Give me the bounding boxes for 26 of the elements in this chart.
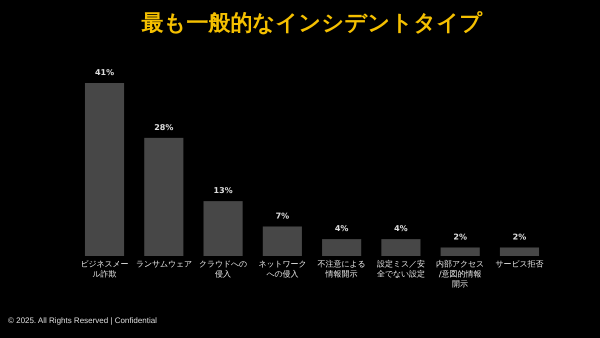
data-label: 7% bbox=[276, 211, 290, 220]
data-label: 41% bbox=[94, 68, 114, 77]
bar bbox=[500, 248, 540, 256]
bar bbox=[440, 248, 480, 256]
bar bbox=[144, 138, 184, 256]
bar bbox=[204, 201, 243, 256]
x-tick-label: ビジネスメール詐欺 bbox=[80, 260, 129, 278]
x-tick-label: 不注意による情報開示 bbox=[318, 260, 366, 278]
bar bbox=[84, 83, 124, 256]
bar bbox=[381, 239, 420, 256]
data-label: 2% bbox=[512, 232, 526, 242]
data-label: 4% bbox=[394, 224, 408, 234]
bar bbox=[322, 239, 362, 256]
data-label: 13% bbox=[214, 186, 233, 196]
data-label: 4% bbox=[334, 224, 348, 234]
bar bbox=[262, 226, 302, 256]
chart-title: 最も一般的なインシデントタイプ bbox=[140, 11, 482, 36]
x-tick-label: サービス拒否 bbox=[495, 260, 544, 268]
data-label: 2% bbox=[453, 232, 467, 242]
x-tick-label: ランサムウェア bbox=[136, 260, 192, 268]
x-tick-label: クラウドへの侵入 bbox=[199, 260, 248, 278]
x-tick-label: 内部アクセス/意図的情報開示 bbox=[436, 260, 484, 288]
data-label: 28% bbox=[154, 122, 174, 132]
x-tick-label: 設定ミス／安全でない設定 bbox=[376, 260, 425, 278]
x-tick-label: ネットワークへの侵入 bbox=[258, 260, 306, 278]
text: © 2025. All Rights Reserved | Confidential bbox=[8, 316, 157, 325]
